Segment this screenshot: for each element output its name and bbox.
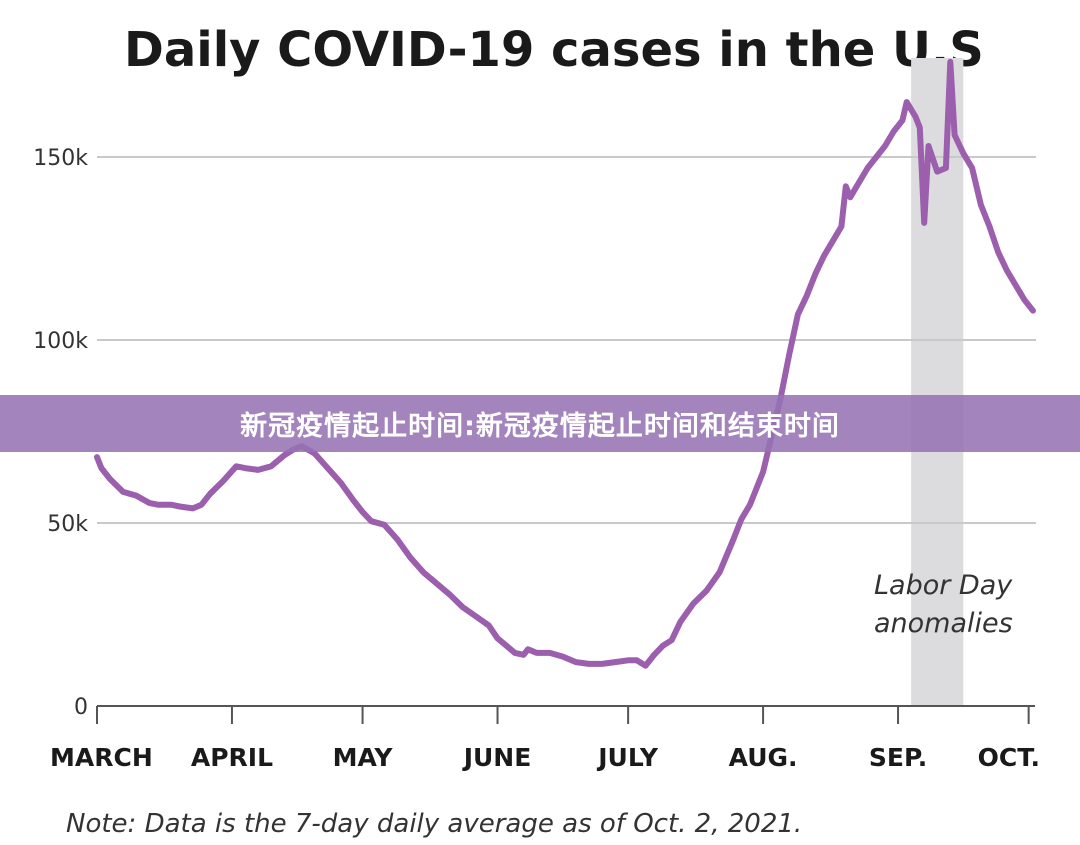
x-tick-label: APRIL [191, 743, 273, 772]
x-tick-label: MAY [333, 743, 394, 772]
x-tick-label: JULY [596, 743, 659, 772]
chart-title: Daily COVID-19 cases in the U.S [124, 22, 984, 78]
x-tick-label: MARCH [50, 743, 153, 772]
x-tick-label: AUG. [729, 743, 798, 772]
x-tick-label: SEP. [869, 743, 927, 772]
annotation-line-2: anomalies [874, 608, 1013, 639]
banner-text: 新冠疫情起止时间:新冠疫情起止时间和结束时间 [240, 411, 840, 442]
x-axis-labels: MARCH APRIL MAY JUNE JULY AUG. SEP. OCT. [50, 743, 1040, 772]
series-line [94, 58, 1036, 669]
y-axis-labels: 0 50k 100k 150k [33, 146, 88, 720]
y-tick-label: 50k [47, 512, 88, 537]
y-tick-label: 100k [33, 329, 88, 354]
chart-note: Note: Data is the 7-day daily average as… [66, 809, 802, 839]
x-tick-label: OCT. [978, 743, 1040, 772]
watermark-banner: 新冠疫情起止时间:新冠疫情起止时间和结束时间 [0, 395, 1080, 452]
annotation: Labor Day anomalies [874, 570, 1013, 639]
y-tick-label: 150k [33, 146, 88, 171]
x-tick-label: JUNE [462, 743, 532, 772]
annotation-line-1: Labor Day [874, 570, 1013, 601]
y-tick-label: 0 [74, 695, 88, 720]
x-axis [96, 705, 1035, 724]
series-layer [94, 58, 1036, 669]
